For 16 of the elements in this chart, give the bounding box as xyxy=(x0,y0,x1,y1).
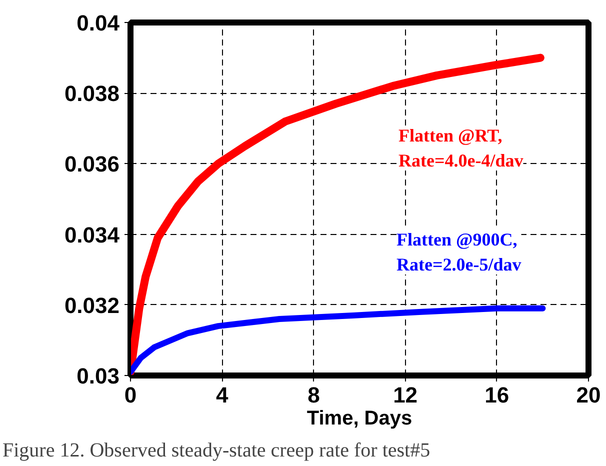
y-tick-label: 0.04 xyxy=(76,10,120,36)
x-tick-label: 12 xyxy=(393,382,418,408)
y-tick-label: 0.032 xyxy=(64,292,120,318)
x-tick-label: 8 xyxy=(308,382,320,408)
y-tick-label: 0.038 xyxy=(64,81,120,106)
y-tick-label: 0.034 xyxy=(64,222,120,248)
x-tick-label: 4 xyxy=(216,382,229,408)
caption: Figure 12. Observed steady-state creep rate for test#5 xyxy=(2,440,430,462)
text: Flatten @RT, Rate=4.0e-4/dav xyxy=(398,126,524,170)
x-tick-label: 20 xyxy=(576,382,601,408)
series-label: Flatten @900C, Rate=2.0e-5/dav xyxy=(396,230,522,274)
y-tick-label: 0.036 xyxy=(64,152,120,177)
x-axis-title: Time, Days xyxy=(306,408,412,430)
x-tick-label: 0 xyxy=(124,382,137,408)
x-tick-label: 16 xyxy=(484,382,510,408)
y-tick-label: 0.03 xyxy=(76,364,120,388)
